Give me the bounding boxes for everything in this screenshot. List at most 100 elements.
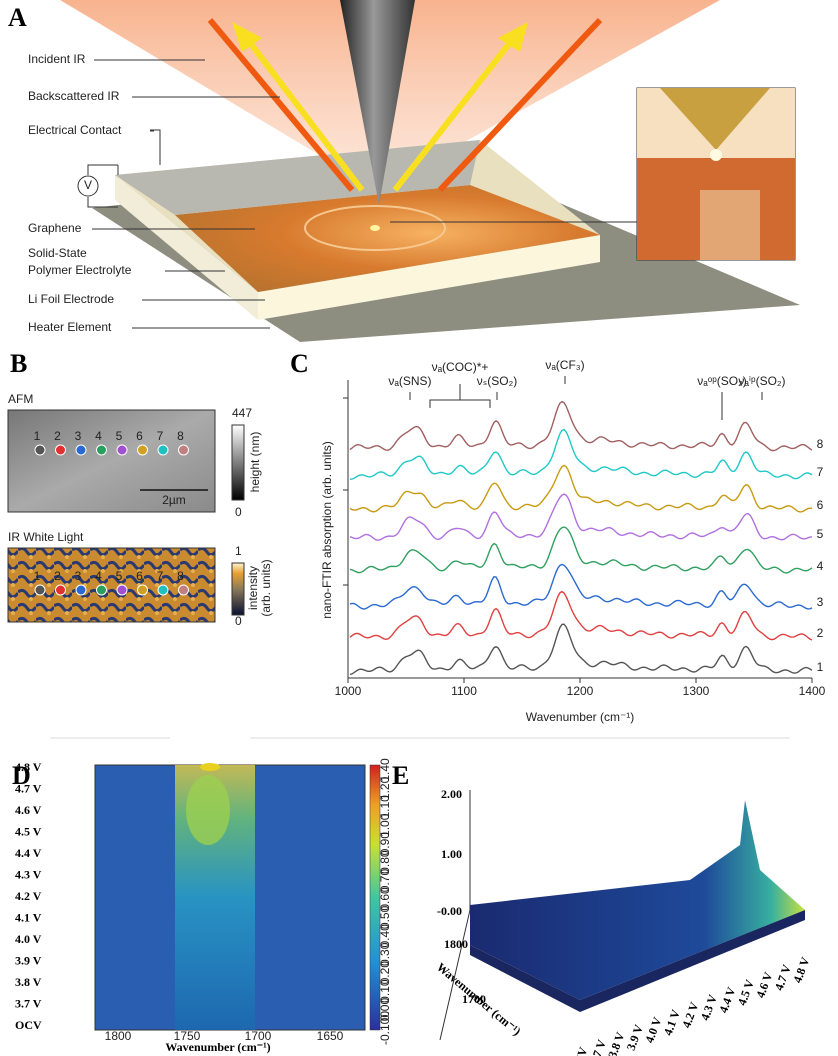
probe-label: 6: [136, 429, 143, 443]
spectrum: [350, 527, 812, 573]
probe-label: 5: [116, 429, 123, 443]
probe-point: [138, 445, 148, 455]
probe-label: 4: [95, 429, 102, 443]
z-tick-label: 2.00: [441, 787, 462, 801]
probe-label: 1: [34, 569, 41, 583]
x-tick-label: 1000: [335, 684, 362, 698]
colorbar-label: (arb. units): [259, 559, 273, 616]
x-tick-label: 1400: [799, 684, 826, 698]
colorbar: [232, 425, 244, 500]
y-tick-label: 3.8 V: [15, 975, 42, 989]
trace-label: 5: [817, 527, 824, 541]
v-tick-label: OCV: [568, 1045, 590, 1056]
probe-point: [117, 585, 127, 595]
probe-label: 8: [177, 429, 184, 443]
probe-point: [35, 585, 45, 595]
colorbar-min: 0: [235, 505, 242, 519]
colorbar-max: 447: [232, 406, 252, 420]
component-label: Polymer Electrolyte: [28, 263, 132, 277]
y-axis-label: nano-FTIR absorption (arb. units): [320, 441, 334, 618]
probe-point: [179, 445, 189, 455]
v-tick-label: 4.8 V: [790, 955, 812, 985]
z-tick-label: 1.00: [441, 847, 462, 861]
component-label: Incident IR: [28, 52, 86, 66]
probe-label: 2: [54, 569, 61, 583]
colorbar: [232, 563, 244, 615]
probe-label: 7: [157, 429, 164, 443]
y-tick-label: 4.7 V: [15, 781, 42, 795]
y-tick-label: 3.7 V: [15, 996, 42, 1010]
spectrum: [350, 592, 812, 640]
probe-point: [76, 445, 86, 455]
probe-point: [158, 445, 168, 455]
x-tick-label: 1300: [683, 684, 710, 698]
probe-label: 5: [116, 569, 123, 583]
image-title: AFM: [8, 392, 33, 406]
peak-label: νₐ(CF₃): [545, 358, 584, 372]
component-label: Graphene: [28, 221, 82, 235]
peak-label: νₐ(SNS): [388, 374, 431, 388]
colorbar-min: 0: [235, 614, 242, 628]
probe-point: [138, 585, 148, 595]
hotspot: [370, 225, 380, 231]
y-tick-label: 4.4 V: [15, 846, 42, 860]
trace-label: 4: [817, 559, 824, 573]
trace-label: 8: [817, 437, 824, 451]
colorbar-label: intensity: [246, 566, 260, 610]
spectrum: [350, 624, 812, 674]
probe-point: [56, 585, 66, 595]
spectrum: [350, 430, 812, 480]
x-tick-label: 1800: [105, 1029, 132, 1043]
colorbar-label: height (nm): [248, 432, 262, 493]
y-tick-label: 4.8 V: [15, 760, 42, 774]
probe-label: 8: [177, 569, 184, 583]
peak-label: νₐⁱᵖ(SO₂): [738, 374, 785, 388]
probe-point: [97, 585, 107, 595]
component-label: Solid-State: [28, 246, 87, 260]
spectrum: [350, 465, 812, 512]
probe-point: [117, 445, 127, 455]
trace-label: 1: [817, 660, 824, 674]
inset-grain: [700, 190, 760, 260]
y-tick-label: 4.3 V: [15, 867, 42, 881]
peak-label: νₛ(SO₂): [477, 374, 517, 388]
colorbar-max: 1: [235, 544, 242, 558]
probe-point: [76, 585, 86, 595]
probe-point: [97, 445, 107, 455]
probe-point: [35, 445, 45, 455]
probe-label: 3: [75, 569, 82, 583]
x-tick-label: 1650: [317, 1029, 344, 1043]
w-tick-label: 1800: [444, 937, 468, 951]
trace-label: 2: [817, 626, 824, 640]
spectrum: [350, 494, 812, 540]
probe-label: 1: [34, 429, 41, 443]
component-label: Li Foil Electrode: [28, 292, 114, 306]
panel-a-illustration: V: [60, 0, 800, 342]
spectrum: [350, 565, 812, 610]
voltmeter-label: V: [84, 178, 92, 192]
probe-point: [158, 585, 168, 595]
y-tick-label: 4.0 V: [15, 932, 42, 946]
probe-label: 7: [157, 569, 164, 583]
heatmap-peak: [186, 775, 230, 845]
y-tick-label: 4.5 V: [15, 824, 42, 838]
z-tick-label: -0.00: [437, 904, 462, 918]
panel-letter: A: [8, 3, 27, 32]
y-tick-label: OCV: [15, 1018, 42, 1032]
x-axis-label: Wavenumber (cm⁻¹): [526, 710, 635, 724]
panel-letter: B: [10, 349, 27, 378]
y-tick-label: 4.2 V: [15, 889, 42, 903]
component-label: Electrical Contact: [28, 123, 122, 137]
peak-label: νₐ(COC)*+: [432, 360, 489, 374]
y-tick-label: 3.9 V: [15, 953, 42, 967]
x-tick-label: 1750: [174, 1029, 201, 1043]
y-tick-label: 4.1 V: [15, 910, 42, 924]
panel-letter: C: [290, 349, 309, 378]
heatmap-peak: [200, 763, 220, 771]
spectrum: [350, 402, 812, 451]
surface: [470, 800, 805, 1000]
trace-label: 7: [817, 465, 824, 479]
scale-bar-label: 2µm: [162, 493, 186, 507]
inset-hotspot: [710, 149, 722, 161]
probe-point: [179, 585, 189, 595]
